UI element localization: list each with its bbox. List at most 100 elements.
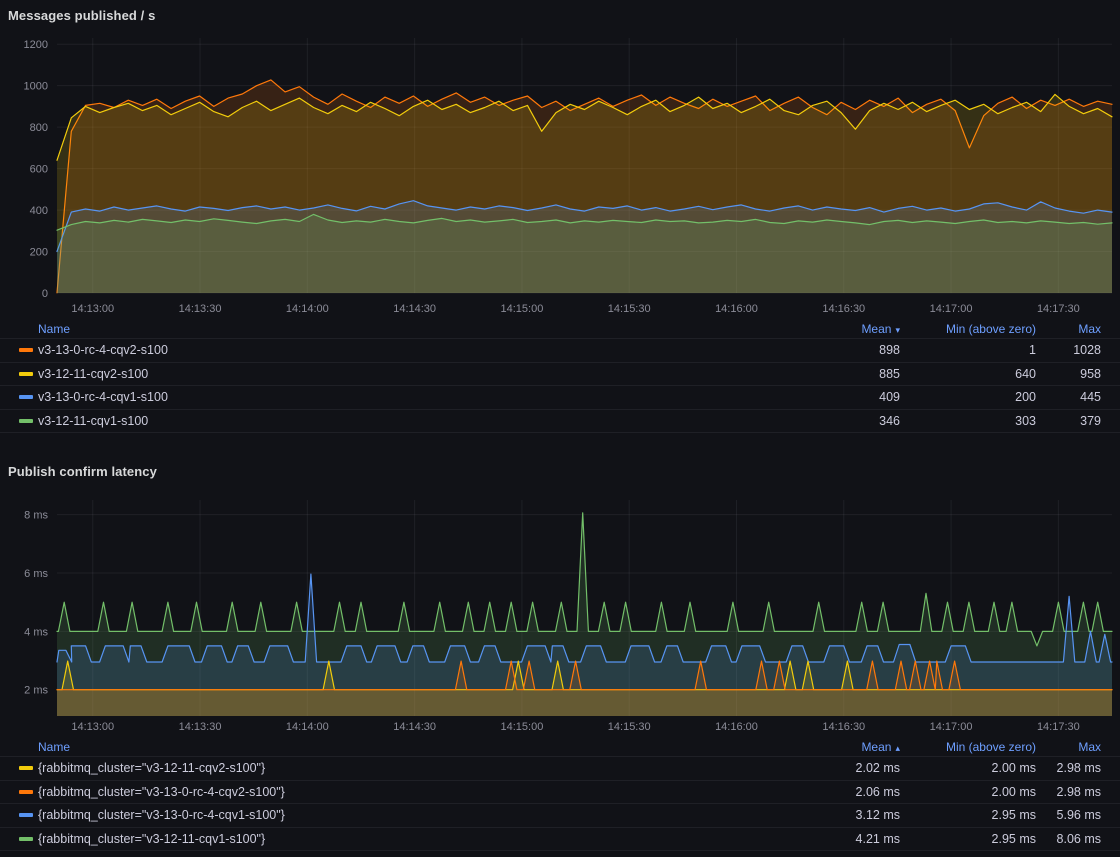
legend-swatch-cell	[8, 372, 38, 376]
legend-header-min[interactable]: Min (above zero)	[900, 740, 1036, 754]
grafana-dashboard: Messages published / s 02004006008001000…	[0, 0, 1120, 857]
legend-header-row: Name Mean▾ Min (above zero) Max	[0, 319, 1120, 339]
y-tick-label: 2 ms	[24, 685, 48, 697]
legend-header-mean[interactable]: Mean▴	[780, 740, 900, 754]
legend-series-name[interactable]: {rabbitmq_cluster="v3-13-0-rc-4-cqv1-s10…	[38, 808, 780, 822]
legend-rows: v3-13-0-rc-4-cqv2-s10089811028v3-12-11-c…	[0, 339, 1120, 433]
legend-row: v3-12-11-cqv2-s100885640958	[0, 363, 1120, 387]
legend-header-mean-label: Mean	[861, 740, 891, 754]
series-color-swatch[interactable]	[19, 766, 33, 770]
legend-swatch-cell	[8, 419, 38, 423]
legend-swatch-cell	[8, 790, 38, 794]
publish-confirm-latency-chart-canvas[interactable]: 2 ms4 ms6 ms8 ms14:13:0014:13:3014:14:00…	[0, 495, 1120, 737]
legend-series-name[interactable]: {rabbitmq_cluster="v3-12-11-cqv1-s100"}	[38, 832, 780, 846]
legend-series-name[interactable]: v3-12-11-cqv2-s100	[38, 367, 780, 381]
series-color-swatch[interactable]	[19, 813, 33, 817]
x-tick-label: 14:15:30	[608, 721, 651, 733]
legend-swatch-cell	[8, 395, 38, 399]
legend-max-value: 8.06 ms	[1036, 832, 1101, 846]
series-color-swatch[interactable]	[19, 395, 33, 399]
panel-title-messages-published[interactable]: Messages published / s	[8, 5, 155, 27]
time-series-plot[interactable]: 02004006008001000120014:13:0014:13:3014:…	[0, 30, 1120, 318]
legend-series-name[interactable]: v3-13-0-rc-4-cqv2-s100	[38, 343, 780, 357]
legend-swatch-cell	[8, 813, 38, 817]
y-tick-label: 8 ms	[24, 510, 48, 522]
legend-mean-value: 346	[780, 414, 900, 428]
legend-header-mean-label: Mean	[861, 322, 891, 336]
series-area	[57, 214, 1112, 293]
x-tick-label: 14:17:30	[1037, 721, 1080, 733]
legend-row: {rabbitmq_cluster="v3-12-11-cqv2-s100"}2…	[0, 757, 1120, 781]
legend-max-value: 445	[1036, 390, 1101, 404]
legend-series-name[interactable]: {rabbitmq_cluster="v3-12-11-cqv2-s100"}	[38, 761, 780, 775]
x-tick-label: 14:16:00	[715, 721, 758, 733]
y-tick-label: 1200	[24, 39, 48, 51]
legend-row: {rabbitmq_cluster="v3-13-0-rc-4-cqv2-s10…	[0, 781, 1120, 805]
legend-min-value: 2.95 ms	[900, 832, 1036, 846]
series-color-swatch[interactable]	[19, 348, 33, 352]
messages-published-chart-canvas[interactable]: 02004006008001000120014:13:0014:13:3014:…	[0, 30, 1120, 318]
legend-mean-value: 409	[780, 390, 900, 404]
y-tick-label: 1000	[24, 81, 48, 93]
x-tick-label: 14:17:00	[930, 721, 973, 733]
legend-mean-value: 2.02 ms	[780, 761, 900, 775]
y-tick-label: 200	[30, 247, 48, 259]
y-tick-label: 6 ms	[24, 568, 48, 580]
series-color-swatch[interactable]	[19, 419, 33, 423]
legend-series-name[interactable]: {rabbitmq_cluster="v3-13-0-rc-4-cqv2-s10…	[38, 785, 780, 799]
legend-header-max[interactable]: Max	[1036, 322, 1101, 336]
legend-header-mean[interactable]: Mean▾	[780, 322, 900, 336]
x-tick-label: 14:15:00	[501, 303, 544, 315]
legend-min-value: 1	[900, 343, 1036, 357]
x-tick-label: 14:15:30	[608, 303, 651, 315]
legend-max-value: 958	[1036, 367, 1101, 381]
x-tick-label: 14:16:00	[715, 303, 758, 315]
legend-header-max[interactable]: Max	[1036, 740, 1101, 754]
legend-swatch-cell	[8, 348, 38, 352]
panel-messages-published: Messages published / s 02004006008001000…	[0, 0, 1120, 449]
series-color-swatch[interactable]	[19, 837, 33, 841]
y-tick-label: 600	[30, 164, 48, 176]
legend-min-value: 640	[900, 367, 1036, 381]
legend-max-value: 379	[1036, 414, 1101, 428]
legend-header-name[interactable]: Name	[38, 322, 780, 336]
legend-mean-value: 4.21 ms	[780, 832, 900, 846]
legend-header-min[interactable]: Min (above zero)	[900, 322, 1036, 336]
legend-max-value: 1028	[1036, 343, 1101, 357]
legend-min-value: 2.00 ms	[900, 761, 1036, 775]
legend-min-value: 2.95 ms	[900, 808, 1036, 822]
x-tick-label: 14:13:00	[71, 303, 114, 315]
x-tick-label: 14:17:30	[1037, 303, 1080, 315]
legend-header-name[interactable]: Name	[38, 740, 780, 754]
x-tick-label: 14:13:00	[71, 721, 114, 733]
legend-mean-value: 885	[780, 367, 900, 381]
x-tick-label: 14:16:30	[822, 721, 865, 733]
panel-publish-confirm-latency: Publish confirm latency 2 ms 4 ms 6 ms 8 ms…	[0, 456, 1120, 857]
x-tick-label: 14:15:00	[501, 721, 544, 733]
y-tick-label: 4 ms	[24, 626, 48, 638]
time-series-plot[interactable]: 2 ms4 ms6 ms8 ms14:13:0014:13:3014:14:00…	[0, 495, 1120, 737]
legend-min-value: 200	[900, 390, 1036, 404]
legend-row: {rabbitmq_cluster="v3-12-11-cqv1-s100"}4…	[0, 828, 1120, 852]
y-tick-label: 400	[30, 205, 48, 217]
legend-rows: {rabbitmq_cluster="v3-12-11-cqv2-s100"}2…	[0, 757, 1120, 851]
legend-swatch-cell	[8, 837, 38, 841]
panel-title-publish-confirm-latency[interactable]: Publish confirm latency	[8, 461, 157, 483]
legend-max-value: 5.96 ms	[1036, 808, 1101, 822]
x-tick-label: 14:13:30	[179, 721, 222, 733]
x-tick-label: 14:16:30	[822, 303, 865, 315]
legend-max-value: 2.98 ms	[1036, 761, 1101, 775]
legend-table-messages-published: Name Mean▾ Min (above zero) Max v3-13-0-…	[0, 319, 1120, 433]
legend-row: v3-13-0-rc-4-cqv2-s10089811028	[0, 339, 1120, 363]
legend-min-value: 303	[900, 414, 1036, 428]
series-color-swatch[interactable]	[19, 372, 33, 376]
x-tick-label: 14:14:00	[286, 303, 329, 315]
legend-table-publish-confirm-latency: Name Mean▴ Min (above zero) Max {rabbitm…	[0, 737, 1120, 851]
legend-mean-value: 3.12 ms	[780, 808, 900, 822]
series-color-swatch[interactable]	[19, 790, 33, 794]
legend-series-name[interactable]: v3-13-0-rc-4-cqv1-s100	[38, 390, 780, 404]
x-tick-label: 14:14:30	[393, 721, 436, 733]
legend-series-name[interactable]: v3-12-11-cqv1-s100	[38, 414, 780, 428]
legend-mean-value: 898	[780, 343, 900, 357]
legend-row: v3-12-11-cqv1-s100346303379	[0, 410, 1120, 434]
